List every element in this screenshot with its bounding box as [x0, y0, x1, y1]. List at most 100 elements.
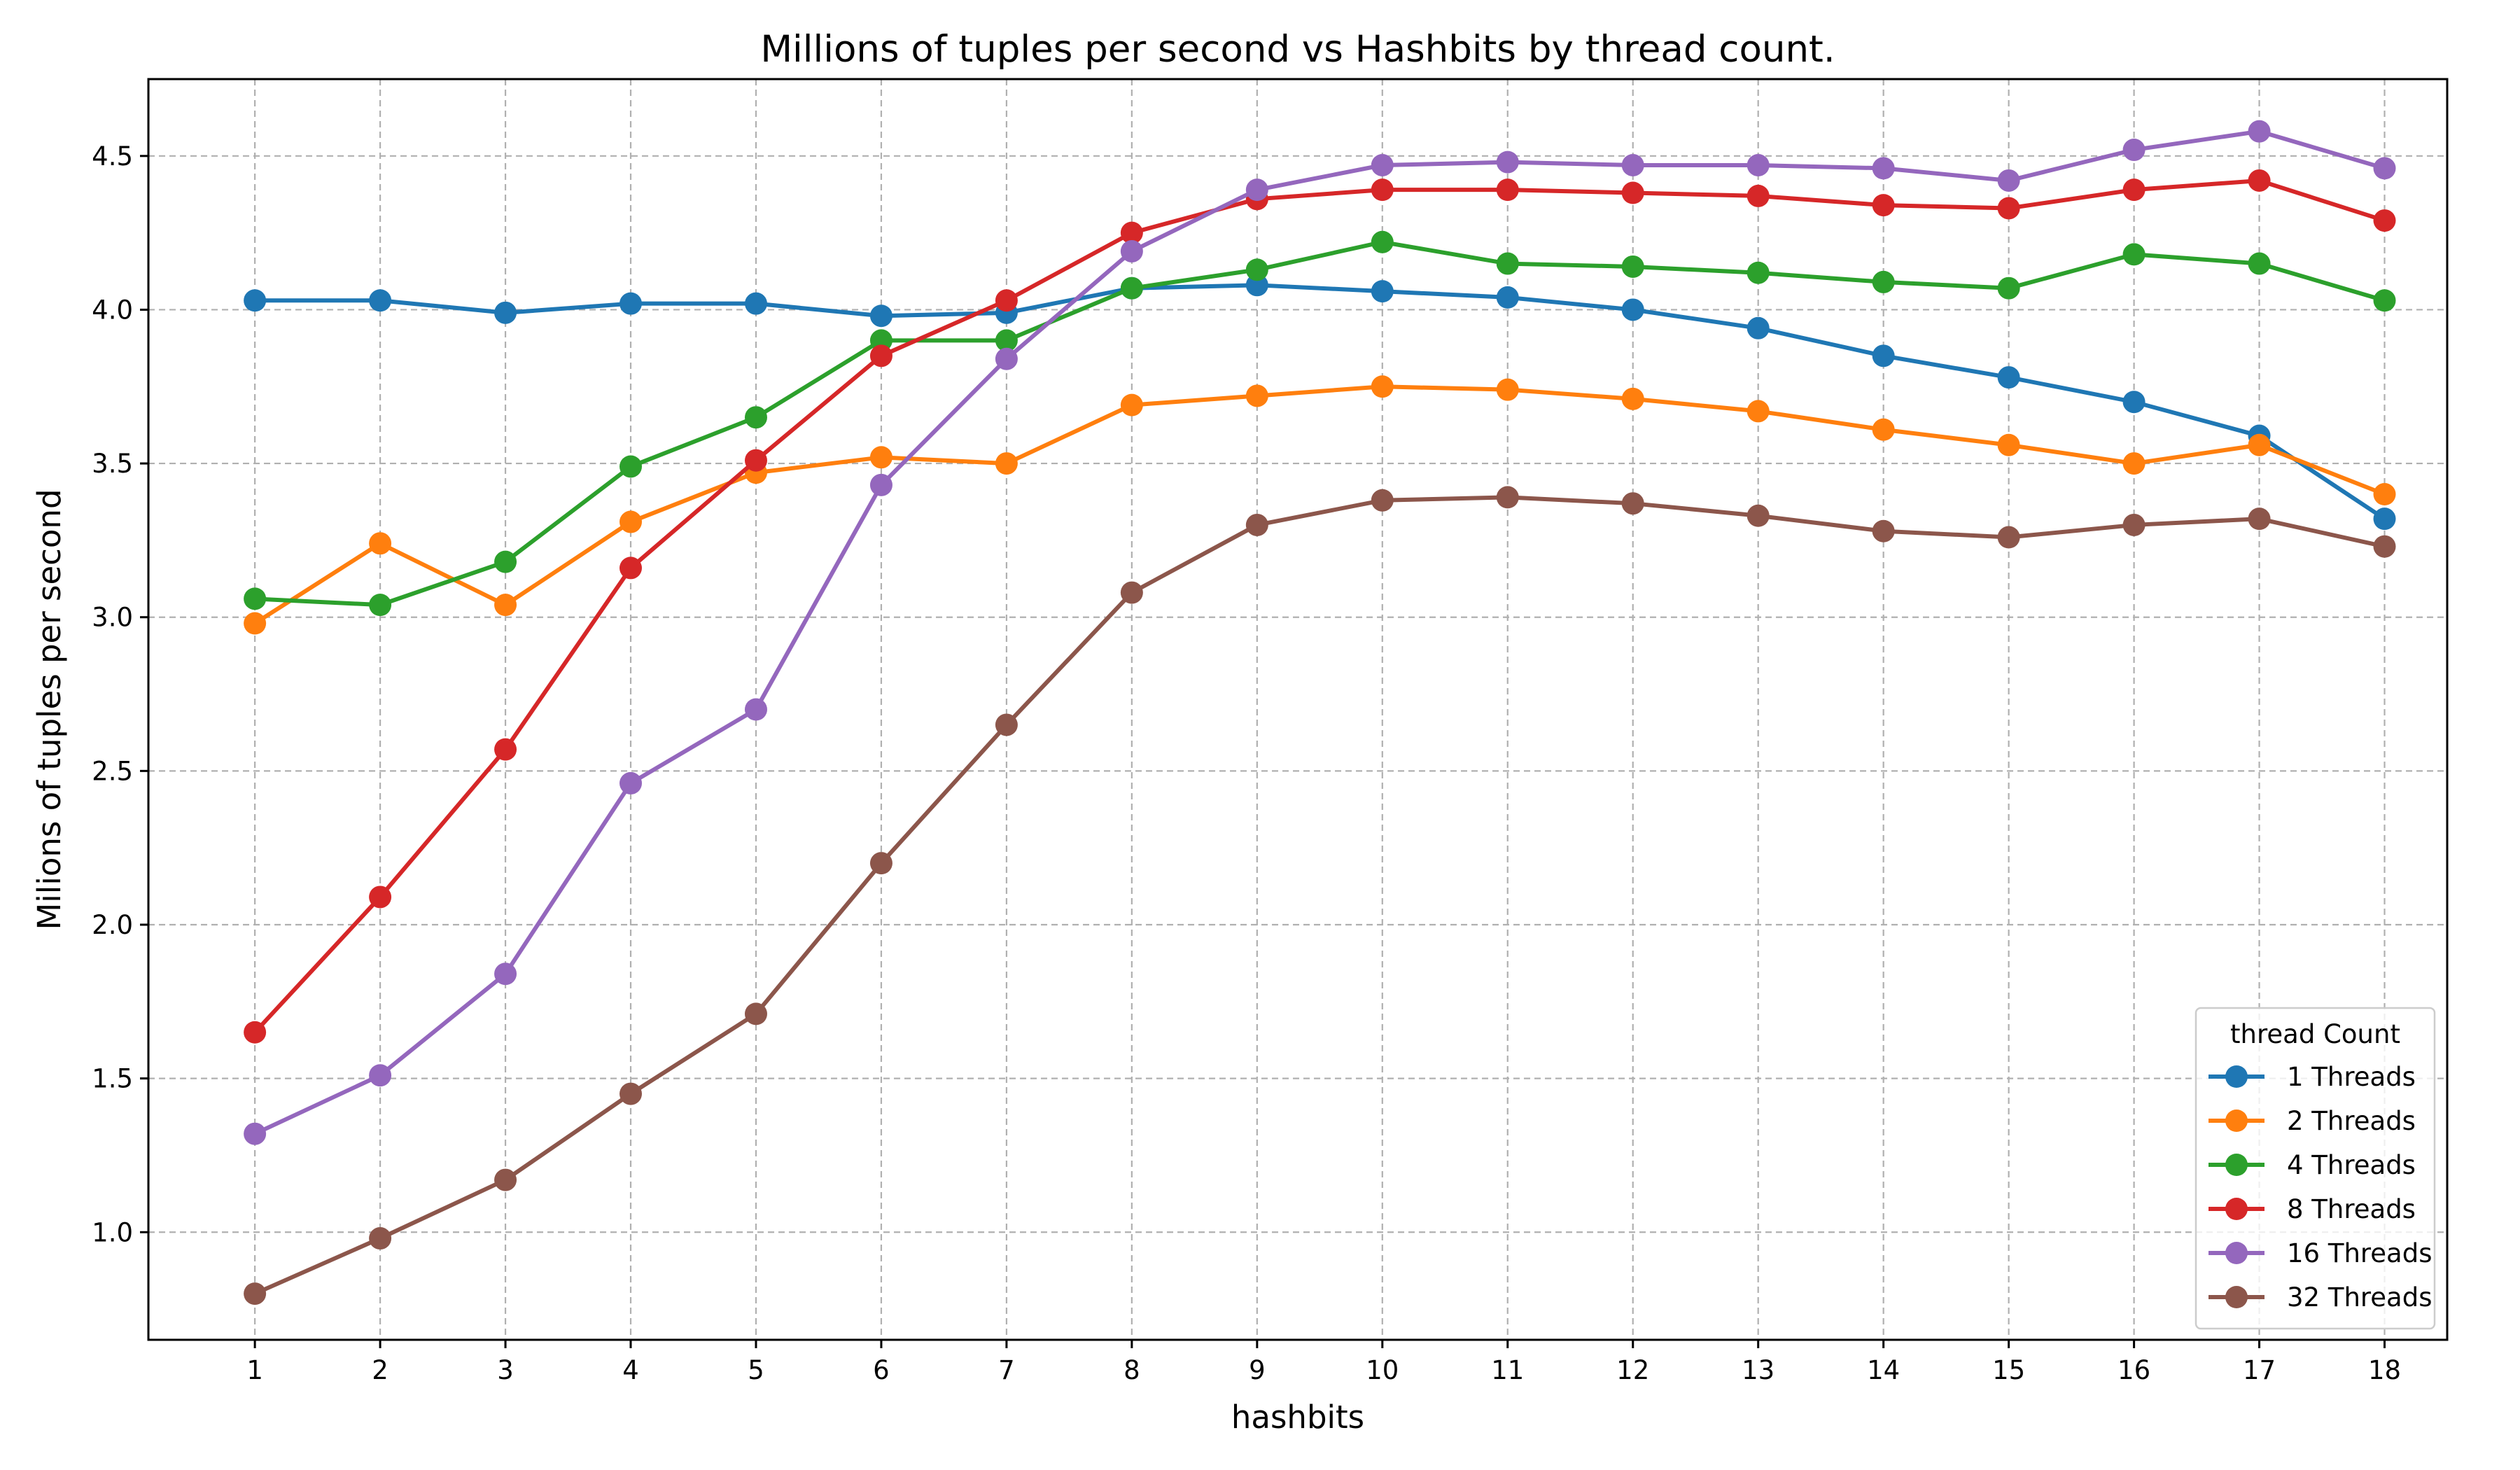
data-point [244, 289, 267, 312]
data-point [494, 962, 517, 986]
y-tick-label: 4.5 [92, 141, 133, 172]
legend: thread Count 1 Threads 2 Threads 4 Threads… [2194, 1007, 2436, 1330]
data-point [1245, 274, 1268, 297]
data-point [995, 713, 1018, 736]
x-tick-label: 10 [1366, 1355, 1399, 1385]
series-line [253, 178, 2387, 1035]
legend-swatch-marker [2225, 1242, 2248, 1264]
series-line [253, 239, 2387, 608]
legend-entries: 1 Threads 2 Threads 4 Threads 8 Threads 16 T… [2208, 1062, 2432, 1312]
data-point [2122, 391, 2146, 414]
data-point [995, 347, 1018, 370]
grid-layer [148, 79, 2447, 1340]
data-point [2248, 120, 2271, 143]
data-point [744, 406, 767, 429]
data-point [744, 449, 767, 472]
x-tick-label: 17 [2243, 1355, 2276, 1385]
data-point [244, 1282, 267, 1306]
data-point [1621, 387, 1644, 410]
data-point [2248, 169, 2271, 192]
data-point [494, 1168, 517, 1191]
data-point [1997, 526, 2020, 549]
y-tick-label: 4.0 [92, 295, 133, 325]
legend-label: 1 Threads [2287, 1062, 2416, 1092]
x-tick-label: 3 [497, 1355, 514, 1385]
data-point [1621, 492, 1644, 515]
x-tick-label: 16 [2118, 1355, 2150, 1385]
data-point [744, 698, 767, 721]
data-point [2122, 139, 2146, 162]
data-point [1621, 255, 1644, 278]
data-point [1496, 378, 1519, 401]
data-point [1371, 375, 1394, 398]
legend-item: 16 Threads [2208, 1238, 2432, 1268]
data-point [2373, 209, 2396, 232]
data-point [2373, 483, 2396, 506]
legend-label: 32 Threads [2287, 1282, 2432, 1312]
series-8-threads [244, 169, 2396, 1044]
data-point [1245, 178, 1268, 202]
data-point [1746, 184, 1770, 207]
data-point [2248, 252, 2271, 275]
legend-label: 2 Threads [2287, 1106, 2416, 1136]
data-point [1371, 230, 1394, 253]
data-point [744, 1002, 767, 1026]
data-point [2122, 513, 2146, 536]
legend-swatch-marker [2225, 1198, 2248, 1220]
data-point [1245, 384, 1268, 407]
legend-title: thread Count [2230, 1019, 2400, 1049]
series-line [253, 283, 2387, 522]
data-point [244, 1122, 267, 1145]
data-point [1997, 366, 2020, 389]
legend-label: 16 Threads [2287, 1238, 2432, 1268]
data-point [1997, 197, 2020, 220]
data-point [995, 329, 1018, 352]
legend-label: 8 Threads [2287, 1194, 2416, 1224]
x-tick-label: 12 [1616, 1355, 1649, 1385]
series-layer [244, 120, 2396, 1306]
data-point [869, 446, 892, 469]
series-32-threads [244, 486, 2396, 1306]
data-point [1371, 280, 1394, 303]
data-point [869, 473, 892, 496]
data-point [1496, 252, 1519, 275]
y-tick-label: 1.5 [92, 1064, 133, 1094]
data-point [1746, 153, 1770, 176]
data-point [244, 1021, 267, 1044]
data-point [1496, 178, 1519, 202]
data-point [1621, 153, 1644, 176]
data-point [2373, 535, 2396, 558]
x-axis-label: hashbits [1231, 1399, 1364, 1436]
data-point [369, 594, 392, 617]
x-tick-label: 11 [1491, 1355, 1524, 1385]
data-point [369, 1227, 392, 1250]
y-tick-label: 2.0 [92, 910, 133, 940]
data-point [1621, 298, 1644, 321]
series-4-threads [244, 230, 2396, 617]
y-tick-label: 1.0 [92, 1217, 133, 1247]
data-point [1746, 261, 1770, 284]
legend-swatch-marker [2225, 1065, 2248, 1088]
data-point [1872, 418, 1895, 441]
data-point [1872, 157, 1895, 180]
data-point [1245, 513, 1268, 536]
y-axis: 1.0 1.5 2.0 2.5 3.0 3.5 4.0 4.5 [92, 141, 148, 1247]
chart-title: Millions of tuples per second vs Hashbit… [760, 28, 1835, 71]
data-point [869, 329, 892, 352]
data-point [1872, 270, 1895, 293]
x-axis: 1 2 3 4 5 6 7 8 9 10 11 12 13 14 15 16 17 18 [246, 1340, 2401, 1385]
data-point [1371, 153, 1394, 176]
x-tick-label: 13 [1742, 1355, 1774, 1385]
data-point [2122, 178, 2146, 202]
y-tick-label: 2.5 [92, 756, 133, 786]
legend-label: 4 Threads [2287, 1150, 2416, 1180]
x-tick-label: 1 [246, 1355, 263, 1385]
x-tick-label: 9 [1249, 1355, 1266, 1385]
series-2-threads [244, 375, 2396, 635]
data-point [2373, 289, 2396, 312]
data-point [1872, 194, 1895, 217]
data-point [2122, 452, 2146, 475]
x-tick-label: 7 [998, 1355, 1015, 1385]
data-point [2122, 243, 2146, 266]
